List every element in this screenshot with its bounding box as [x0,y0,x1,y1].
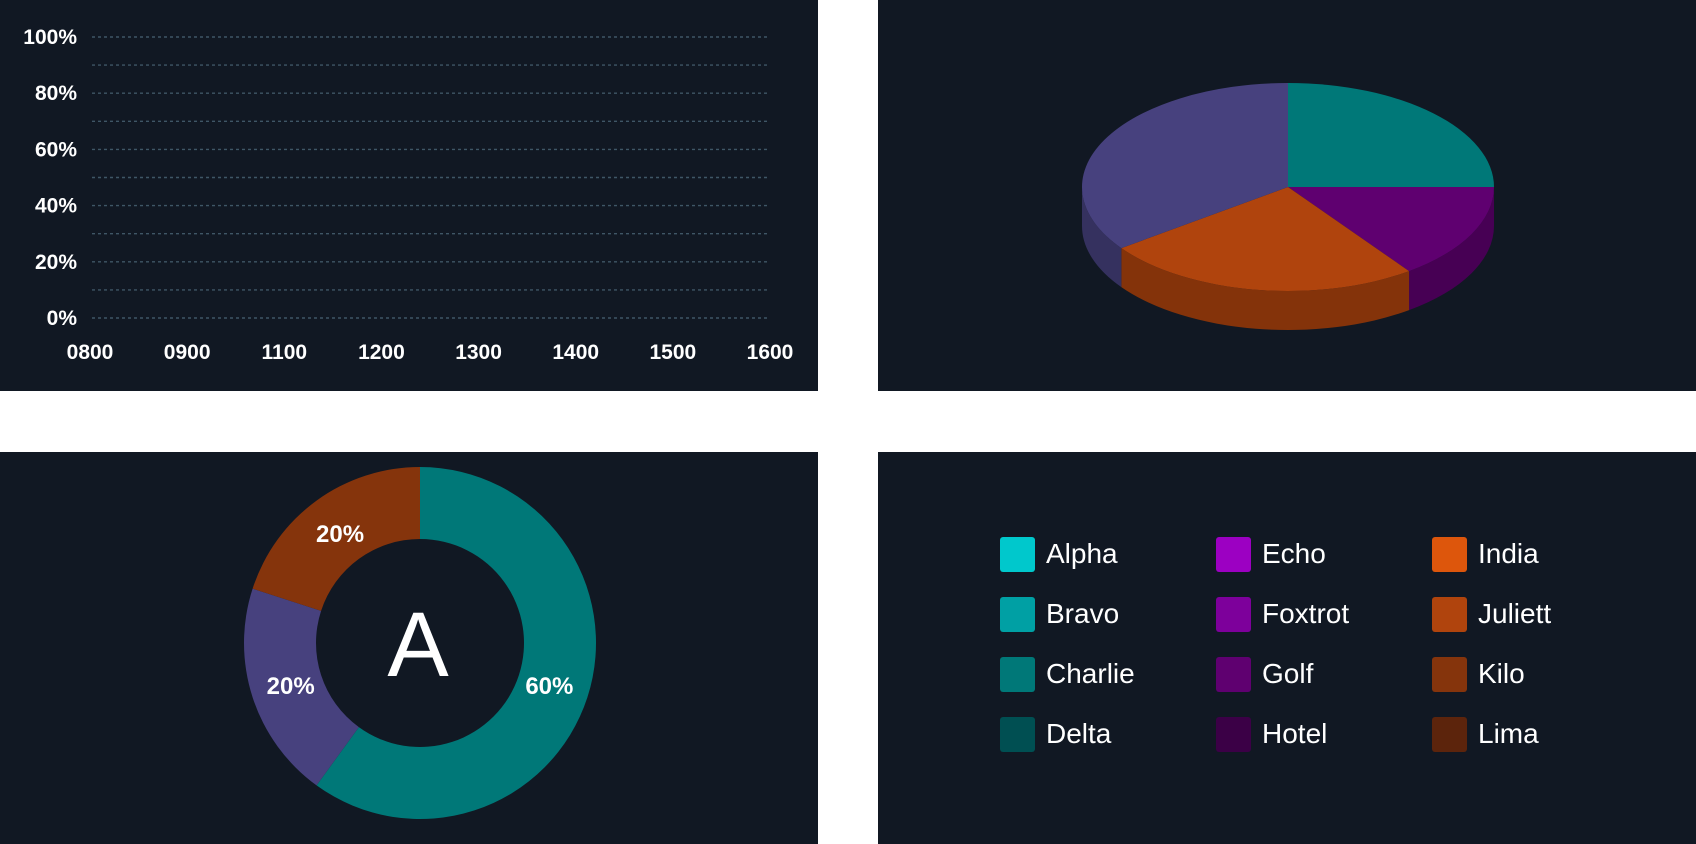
legend-item: Charlie [1000,656,1135,692]
legend-label: Golf [1262,658,1314,689]
pie-slice [1288,83,1494,187]
pie-chart-panel [878,0,1696,391]
legend-swatch [1000,716,1035,752]
y-tick-label: 100% [23,26,77,49]
donut-chart: 60% 20% 20% A [244,467,597,819]
legend-item: India [1432,536,1539,572]
pie-slice-side [1121,248,1410,330]
donut-slice [252,467,420,611]
legend-item: Golf [1216,656,1313,692]
pie-top [1082,83,1494,291]
legend-label: Foxtrot [1262,598,1350,629]
pie-slice-side [1409,187,1494,311]
legend-label: Juliett [1478,598,1552,629]
x-tick-label: 1300 [455,341,502,364]
y-tick-label: 60% [35,138,77,161]
legend-swatch [1000,596,1035,632]
y-tick-label: 40% [35,195,77,218]
legend-item: Alpha [1000,536,1118,572]
legend-swatch [1216,716,1251,752]
x-tick-label: 1500 [649,341,696,364]
line-chart: 0% 20% 40% 60% 80% 100% 0800 0900 1100 1200 1300 14… [23,26,794,364]
pie-slice [1082,83,1288,249]
x-tick-label: 1400 [552,341,599,364]
pie-slice [1288,187,1494,272]
legend-label: Hotel [1262,718,1328,749]
legend-swatch [1216,536,1251,572]
donut-slice [244,588,359,786]
donut-slice-label: 20% [267,673,315,700]
legend-label: Delta [1046,718,1112,749]
x-tick-label: 1600 [747,341,794,364]
legend-label: Lima [1478,718,1539,749]
pie-side-walls [1082,187,1494,330]
donut-center-text: A [387,594,449,696]
legend-swatch [1216,596,1251,632]
legend-swatch [1432,716,1467,752]
legend-item: Lima [1432,716,1539,752]
line-chart-panel: 0% 20% 40% 60% 80% 100% 0800 0900 1100 1200 1300 14… [0,0,818,391]
legend-item: Bravo [1000,596,1119,632]
legend-swatch [1432,596,1467,632]
legend-item: Kilo [1432,656,1525,692]
y-tick-label: 0% [47,307,78,330]
donut-slice-label: 60% [525,673,573,700]
donut-slice-label: 20% [316,521,364,548]
legend-label: India [1478,538,1539,569]
legend-swatch [1432,536,1467,572]
legend-panel: Alpha Bravo Charlie Delta Echo Foxtrot Golf Hot… [878,452,1696,844]
legend-item: Echo [1216,536,1326,572]
legend-item: Foxtrot [1216,596,1349,632]
legend-item: Juliett [1432,596,1551,632]
legend-label: Alpha [1046,538,1118,569]
donut-chart-panel: 60% 20% 20% A [0,452,818,844]
y-tick-label: 80% [35,82,77,105]
pie-chart-3d [1082,83,1494,330]
pie-slice-side [1082,187,1122,288]
x-tick-label: 0900 [164,341,211,364]
legend-swatch [1216,656,1251,692]
legend-swatch [1000,656,1035,692]
legend-label: Kilo [1478,658,1525,689]
x-tick-label: 0800 [67,341,114,364]
legend-swatch [1432,656,1467,692]
legend-swatch [1000,536,1035,572]
legend-item: Hotel [1216,716,1327,752]
x-tick-label: 1100 [262,341,308,364]
legend-label: Echo [1262,538,1326,569]
x-tick-label: 1200 [358,341,405,364]
donut-slice [316,467,597,819]
pie-slice [1121,187,1410,291]
legend-label: Bravo [1046,598,1120,629]
y-tick-label: 20% [35,251,77,274]
legend-item: Delta [1000,716,1111,752]
legend-label: Charlie [1046,658,1135,689]
